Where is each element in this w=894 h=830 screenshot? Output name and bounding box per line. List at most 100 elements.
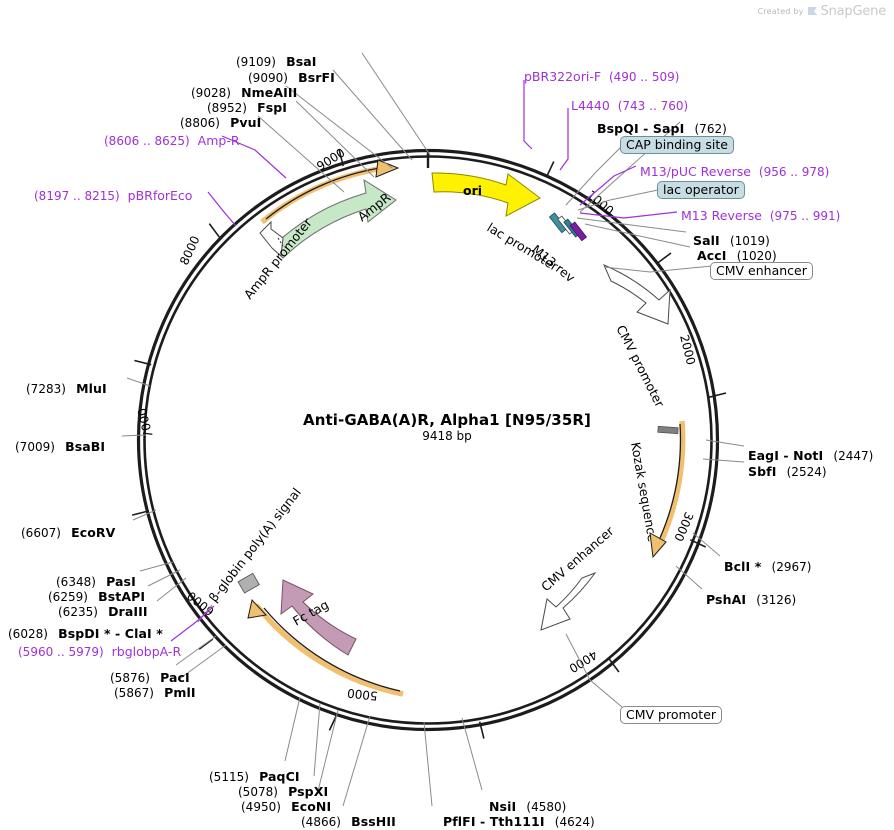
- enzyme-site-label[interactable]: (5867) PmlI: [114, 682, 196, 701]
- boxed-feature-label[interactable]: lac operator: [657, 179, 745, 200]
- enzyme-site-label[interactable]: NsiI (4580): [489, 796, 566, 815]
- plasmid-size: 9418 bp: [422, 429, 472, 443]
- enzyme-name: DraIII: [108, 604, 148, 619]
- enzyme-site-label[interactable]: (8952) FspI: [207, 97, 287, 116]
- boxed-feature-label[interactable]: CMV promoter: [620, 704, 723, 725]
- primer-name: M13/pUC Reverse: [640, 164, 751, 179]
- enzyme-position: (9109): [236, 55, 276, 69]
- primer-label[interactable]: pBR322ori-F (490 .. 509): [524, 69, 679, 84]
- tick-label-2000: 2000: [677, 333, 698, 366]
- primer-label[interactable]: (5960 .. 5979) rbglobpA-R: [18, 644, 181, 659]
- enzyme-position: (2524): [786, 465, 827, 479]
- orf-arc-light: [253, 603, 404, 697]
- tick-label-4000: 4000: [567, 647, 600, 675]
- enzyme-position: (4950): [241, 800, 281, 814]
- enzyme-site-label[interactable]: (6028) BspDI * - ClaI *: [8, 623, 163, 642]
- feature-ampr[interactable]: [271, 178, 397, 259]
- enzyme-name: PshAI: [706, 592, 747, 607]
- boxed-feature-text: lac operator: [657, 181, 745, 200]
- enzyme-site-label[interactable]: (9090) BsrFI: [248, 67, 335, 86]
- coordinate-ticks: [131, 148, 727, 739]
- enzyme-site-label[interactable]: (4950) EcoNI: [241, 796, 331, 815]
- enzyme-site-label[interactable]: (5115) PaqCI: [209, 766, 300, 785]
- boxed-feature-text: CAP binding site: [620, 136, 734, 155]
- enzyme-position: (9028): [191, 86, 231, 100]
- enzyme-position: (1019): [729, 234, 770, 248]
- enzyme-position: (2447): [833, 449, 874, 463]
- enzyme-site-label[interactable]: PshAI (3126): [706, 589, 796, 608]
- enzyme-name: EcoRV: [71, 525, 116, 540]
- enzyme-name: FspI: [257, 100, 288, 115]
- enzyme-name: BspDI * - ClaI *: [58, 626, 163, 641]
- enzyme-name: EcoNI: [291, 799, 332, 814]
- primer-range: (490 .. 509): [608, 70, 680, 84]
- enzyme-site-label[interactable]: (5876) PacI: [110, 667, 190, 686]
- enzyme-site-label[interactable]: SalI (1019): [693, 230, 770, 249]
- orf-arc-heavy-outline: [659, 423, 682, 539]
- feature-kozak-block[interactable]: [657, 425, 679, 435]
- primer-label[interactable]: (8197 .. 8215) pBRforEco: [34, 188, 192, 203]
- boxed-feature-label[interactable]: CMV enhancer: [710, 260, 813, 281]
- feature-label-ampr-promoter: AmpR promoter: [241, 215, 316, 302]
- feature-block-cluster-1000[interactable]: [548, 212, 588, 242]
- enzyme-site-label[interactable]: (6607) EcoRV: [21, 522, 115, 541]
- feature-ori[interactable]: [431, 172, 541, 217]
- enzyme-site-label[interactable]: EagI - NotI (2447): [748, 445, 873, 464]
- enzyme-name: AccI: [697, 248, 727, 263]
- enzyme-site-label[interactable]: BclI * (2967): [724, 556, 811, 575]
- primer-range: (743 .. 760): [617, 99, 689, 113]
- enzyme-site-label[interactable]: (7009) BsaBI: [15, 436, 105, 455]
- orf-arc-heavy: [656, 420, 686, 548]
- enzyme-position: (5115): [209, 770, 249, 784]
- enzyme-name: BsaI: [286, 54, 317, 69]
- enzyme-site-label[interactable]: (4866) BssHII: [301, 811, 396, 830]
- feature-label-ori: ori: [463, 183, 482, 198]
- boxed-feature-label[interactable]: CAP binding site: [620, 134, 734, 155]
- enzyme-position: (6028): [8, 627, 48, 641]
- primer-range: (8197 .. 8215): [34, 189, 120, 203]
- leader-lines-primers: [170, 80, 678, 642]
- primer-label[interactable]: (8606 .. 8625) Amp-R: [104, 133, 240, 148]
- feature-fc-tag[interactable]: [280, 579, 357, 656]
- leader-lines-enzymes: [121, 52, 745, 807]
- enzyme-site-label[interactable]: (8806) PvuI: [180, 112, 261, 131]
- enzyme-site-label[interactable]: (9028) NmeAIII: [191, 82, 297, 101]
- feature-ampr-promoter[interactable]: [259, 220, 284, 258]
- enzyme-name: PacI: [160, 670, 190, 685]
- boxed-feature-text: CMV promoter: [620, 706, 723, 725]
- feature-label-kozak: Kozak sequence: [628, 441, 660, 543]
- enzyme-site-label[interactable]: (6235) DraIII: [58, 601, 148, 620]
- enzyme-position: (5078): [238, 785, 278, 799]
- enzyme-position: (6607): [21, 526, 61, 540]
- primer-label[interactable]: M13/pUC Reverse (956 .. 978): [640, 164, 829, 179]
- primer-label[interactable]: L4440 (743 .. 760): [571, 98, 688, 113]
- enzyme-name: SalI: [693, 233, 720, 248]
- enzyme-site-label[interactable]: PflFI - Tth111I (4624): [443, 811, 595, 830]
- enzyme-position: (6235): [58, 605, 98, 619]
- feature-cmv-promoter-arrow[interactable]: [603, 264, 671, 325]
- enzyme-position: (5867): [114, 686, 154, 700]
- feature-cmv-enhancer-arrow[interactable]: [540, 571, 597, 631]
- enzyme-site-label[interactable]: (9109) BsaI: [236, 51, 317, 70]
- enzyme-site-label[interactable]: SbfI (2524): [748, 461, 827, 480]
- leader-lines-boxed: [565, 145, 713, 708]
- primer-label[interactable]: M13 Reverse (975 .. 991): [681, 208, 840, 223]
- enzyme-position: (1020): [736, 249, 777, 263]
- enzyme-position: (7009): [15, 440, 55, 454]
- enzyme-site-label[interactable]: AccI (1020): [697, 245, 777, 264]
- enzyme-position: (5876): [110, 671, 150, 685]
- enzyme-site-label[interactable]: (6259) BstAPI: [48, 586, 145, 605]
- feature-bglobin-polya-block[interactable]: [237, 572, 260, 594]
- tick-label-3000: 3000: [671, 510, 696, 544]
- enzyme-position: (8806): [180, 116, 220, 130]
- enzyme-site-label[interactable]: (7283) MluI: [26, 378, 107, 397]
- enzyme-name: BsaBI: [65, 439, 106, 454]
- orf-arrow-light-head: [247, 598, 268, 619]
- enzyme-position: (4580): [526, 800, 567, 814]
- enzyme-site-label[interactable]: BspQI - SapI (762): [597, 118, 727, 137]
- primer-range: (956 .. 978): [758, 165, 830, 179]
- enzyme-site-label[interactable]: (6348) PasI: [56, 571, 136, 590]
- enzyme-name: PmlI: [164, 685, 196, 700]
- enzyme-site-label[interactable]: (5078) PspXI: [238, 781, 328, 800]
